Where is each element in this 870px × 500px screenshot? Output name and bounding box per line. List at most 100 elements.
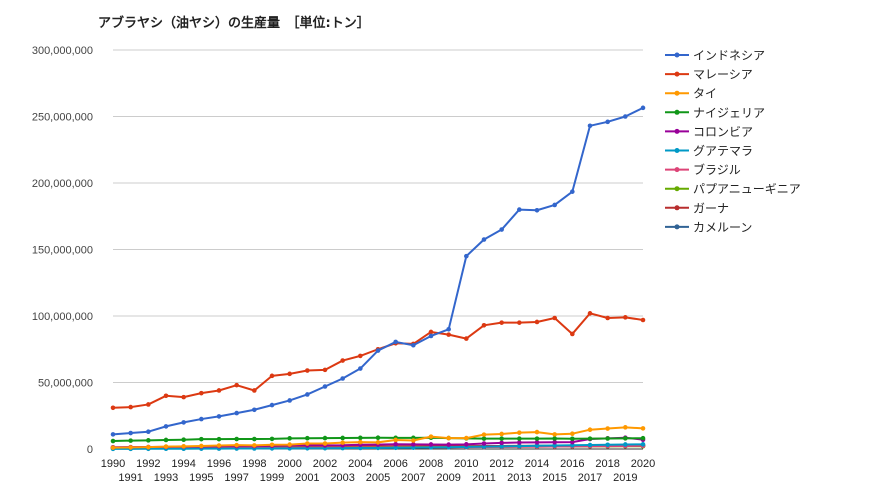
legend-item: ガーナ [665, 201, 729, 215]
data-point [623, 114, 628, 119]
data-point [393, 441, 398, 447]
x-tick-label: 2009 [436, 472, 460, 484]
x-tick-label: 2002 [313, 458, 337, 470]
data-point [570, 189, 575, 194]
data-point [587, 442, 593, 448]
data-point [252, 388, 257, 393]
data-point [269, 373, 275, 379]
data-point [481, 441, 487, 446]
data-point [464, 253, 469, 259]
data-point [464, 336, 469, 341]
data-point [216, 388, 222, 393]
series-line [112, 106, 644, 436]
data-point [199, 443, 204, 449]
legend-item: カメルーン [665, 220, 752, 234]
data-point [269, 402, 275, 408]
legend-swatch-marker [674, 90, 680, 96]
x-tick-label: 2005 [366, 472, 390, 484]
legend-item: グアテマラ [665, 144, 753, 158]
data-point [340, 376, 345, 381]
y-tick-label: 0 [87, 444, 93, 456]
data-point [499, 444, 504, 449]
data-point [199, 416, 204, 422]
data-point [481, 323, 487, 328]
data-point [393, 445, 398, 451]
data-point [181, 420, 186, 425]
x-tick-label: 2019 [613, 472, 637, 484]
legend-item: マレーシア [665, 68, 753, 82]
data-point [146, 444, 151, 450]
data-point [163, 424, 169, 429]
data-point [128, 445, 133, 450]
x-tick-label: 2007 [401, 472, 425, 484]
x-tick-label: 2020 [631, 458, 655, 470]
legend: インドネシアマレーシアタイナイジェリアコロンビアグアテマラブラジルパプアニューギ… [665, 49, 801, 234]
data-point [305, 368, 310, 373]
series-group [110, 435, 646, 444]
x-tick-label: 2014 [525, 458, 549, 470]
data-point [375, 435, 381, 440]
data-point [181, 394, 186, 400]
x-tick-label: 1990 [101, 458, 125, 470]
data-point [517, 320, 522, 325]
data-point [358, 435, 363, 441]
data-point [199, 436, 204, 442]
data-point [570, 431, 575, 437]
legend-item: インドネシア [665, 49, 765, 63]
data-point [534, 436, 540, 441]
data-point [552, 436, 557, 441]
data-point [128, 404, 133, 410]
data-point [393, 437, 398, 443]
data-point [587, 436, 593, 441]
data-point [570, 331, 575, 337]
data-point [146, 402, 151, 407]
series-group [110, 425, 646, 450]
data-point [163, 444, 169, 449]
data-point [110, 432, 116, 437]
data-point [146, 438, 151, 443]
legend-label: グアテマラ [693, 144, 753, 158]
data-point [570, 439, 575, 445]
gridlines [113, 49, 643, 450]
x-tick-label: 1995 [189, 472, 213, 484]
data-point [305, 435, 310, 441]
data-point [252, 407, 257, 413]
data-point [110, 445, 116, 450]
data-point [428, 434, 434, 439]
x-tick-label: 1997 [224, 472, 248, 484]
data-point [640, 426, 646, 431]
legend-swatch-marker [674, 167, 680, 173]
data-point [305, 441, 310, 446]
data-point [163, 393, 169, 399]
x-tick-label: 1996 [207, 458, 231, 470]
data-point [640, 317, 646, 323]
data-point [552, 443, 557, 448]
data-point [605, 119, 610, 125]
data-point [446, 327, 451, 332]
data-point [517, 436, 522, 441]
data-point [534, 319, 540, 325]
y-tick-label: 250,000,000 [32, 112, 93, 124]
data-point [517, 443, 522, 449]
x-tick-label: 1992 [136, 458, 160, 470]
data-point [446, 435, 451, 441]
data-point [287, 442, 292, 447]
y-tick-label: 50,000,000 [38, 378, 93, 390]
data-point [287, 436, 292, 441]
data-point [499, 440, 504, 446]
data-point [305, 392, 310, 397]
data-point [375, 445, 381, 451]
data-point [481, 237, 487, 242]
data-point [464, 435, 469, 441]
data-point [358, 366, 363, 371]
data-point [287, 398, 292, 403]
legend-label: カメルーン [693, 220, 752, 234]
data-point [605, 315, 610, 321]
legend-label: ガーナ [693, 201, 729, 215]
data-point [234, 442, 239, 448]
legend-label: パプアニューギニア [693, 182, 801, 196]
series-group [110, 311, 646, 411]
data-point [499, 227, 504, 232]
legend-item: パプアニューギニア [665, 182, 801, 196]
data-point [587, 427, 593, 433]
